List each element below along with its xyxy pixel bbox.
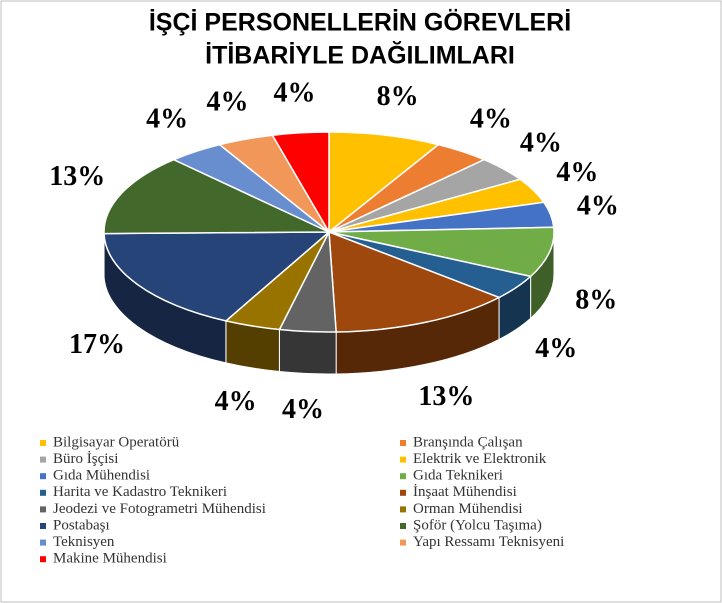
slice (328, 131, 441, 234)
data-label: 4% (215, 386, 257, 417)
legend-marker (40, 556, 46, 563)
legend-label: İnşaat Mühendisi (413, 484, 517, 500)
legend-label: Branşında Çalışan (413, 434, 523, 450)
slice-side (278, 328, 337, 375)
legend-label: Postabaşı (53, 517, 110, 533)
legend-label: Harita ve Kadastro Teknikeri (53, 484, 227, 500)
chart-title: İTİBARİYLE DAĞILIMLARI (205, 41, 515, 70)
data-label: 8% (377, 81, 419, 112)
data-label: 17% (69, 329, 125, 360)
data-label: 4% (577, 190, 619, 221)
data-label: 13% (49, 161, 105, 192)
legend-marker (400, 456, 406, 463)
legend-marker (40, 539, 46, 546)
slice (103, 158, 330, 235)
legend-label: Yapı Ressamı Teknisyeni (413, 534, 564, 550)
legend-marker (400, 489, 406, 496)
legend-marker (400, 539, 406, 546)
legend-label: Gıda Teknikeri (413, 468, 503, 484)
chart-title: İŞÇİ PERSONELLERİN GÖREVLERİ (149, 8, 571, 37)
legend-marker (40, 489, 46, 496)
legend-marker (40, 456, 46, 463)
legend-label: Teknisyen (53, 534, 115, 550)
legend-label: Gıda Mühendisi (53, 468, 150, 484)
slice (328, 230, 501, 333)
legend-marker (40, 523, 46, 529)
data-label: 4% (520, 127, 562, 158)
legend-marker (400, 473, 406, 480)
data-label: 4% (556, 157, 598, 188)
slice (103, 231, 332, 322)
legend-marker (400, 506, 406, 513)
data-label: 4% (282, 394, 324, 425)
data-label: 8% (575, 285, 617, 316)
slice (328, 226, 555, 278)
data-label: 4% (207, 86, 249, 117)
data-label: 4% (470, 103, 512, 134)
data-label: 4% (146, 103, 188, 134)
legend-marker (40, 440, 46, 446)
legend-marker (400, 523, 406, 529)
legend-marker (40, 506, 46, 513)
legend-label: Jeodezi ve Fotogrametri Mühendisi (53, 501, 266, 517)
legend-label: Şoför (Yolcu Taşıma) (413, 517, 542, 533)
legend-marker (40, 473, 46, 480)
legend-label: Elektrik ve Elektronik (413, 451, 547, 467)
legend-label: Makine Mühendisi (53, 551, 167, 567)
data-label: 4% (273, 78, 315, 109)
legend-label: Büro İşçisi (53, 451, 118, 467)
data-label: 13% (418, 381, 474, 412)
slice (271, 131, 330, 235)
legend-label: Orman Mühendisi (413, 501, 523, 517)
legend-label: Bilgisayar Operatörü (53, 434, 180, 450)
data-label: 4% (535, 333, 577, 364)
legend-marker (400, 440, 406, 446)
